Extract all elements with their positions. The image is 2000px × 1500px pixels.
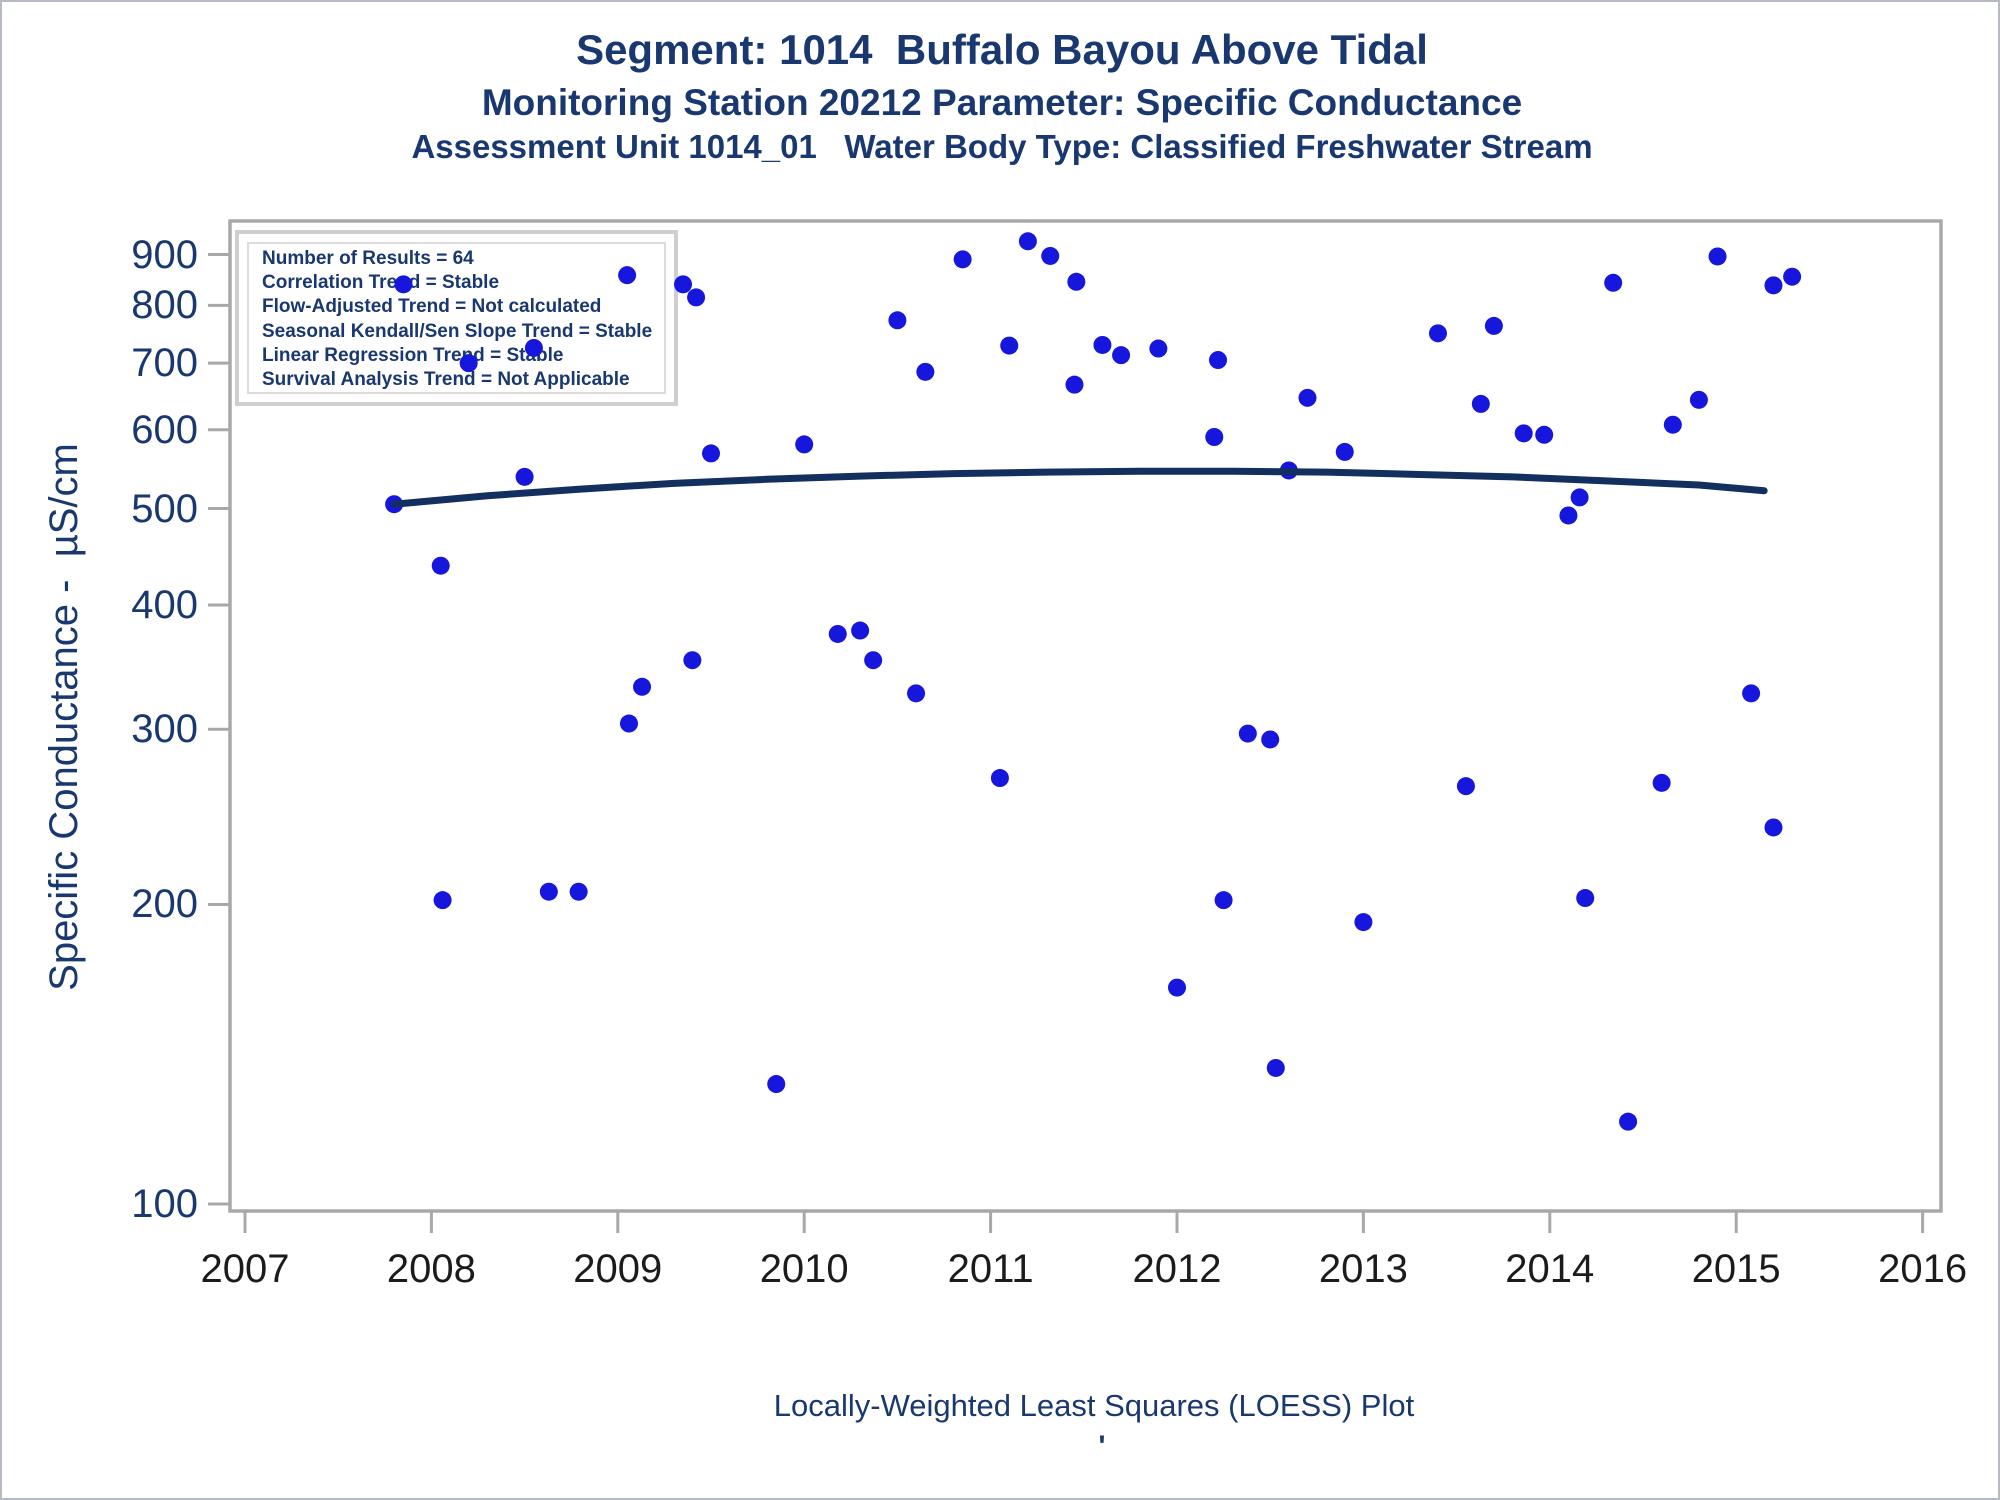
scatter-point xyxy=(990,769,1009,788)
scatter-point xyxy=(1663,415,1682,434)
stats-box-line: Survival Analysis Trend = Not Applicable xyxy=(262,369,630,391)
scatter-point xyxy=(1279,461,1298,480)
scatter-point xyxy=(433,891,452,910)
y-axis-tick-label: 100 xyxy=(131,1182,198,1226)
scatter-point xyxy=(1018,232,1037,251)
stats-box-line: Correlation Trend = Stable xyxy=(262,272,500,294)
scatter-point xyxy=(1041,246,1060,265)
scatter-point xyxy=(1335,442,1354,461)
scatter-point xyxy=(1428,324,1447,343)
scatter-point xyxy=(1209,351,1228,370)
scatter-point xyxy=(1783,267,1802,286)
scatter-point xyxy=(515,467,534,486)
scatter-point xyxy=(1764,276,1783,295)
scatter-point xyxy=(1471,394,1490,413)
scatter-point xyxy=(431,556,450,575)
x-axis-tick-label: 2009 xyxy=(573,1247,663,1291)
scatter-point xyxy=(1298,388,1317,407)
chart-caption: Locally-Weighted Least Squares (LOESS) P… xyxy=(773,1388,1415,1423)
scatter-point xyxy=(1266,1058,1285,1077)
scatter-point xyxy=(1652,773,1671,792)
y-axis-tick-label: 200 xyxy=(131,882,198,927)
scatter-point xyxy=(619,714,638,733)
scatter-point xyxy=(916,362,935,381)
scatter-point xyxy=(1689,390,1708,409)
scatter-point xyxy=(1484,316,1503,335)
y-axis-title: Specific Conductance - µS/cm xyxy=(42,443,86,991)
scatter-point xyxy=(1559,506,1578,525)
scatter-point xyxy=(1261,730,1280,749)
stats-box-line: Number of Results = 64 xyxy=(262,248,474,269)
scatter-point xyxy=(1205,428,1224,447)
scatter-point xyxy=(1535,425,1554,444)
stats-box-line: Flow-Adjusted Trend = Not calculated xyxy=(262,296,602,318)
x-axis-tick-label: 2008 xyxy=(386,1247,476,1291)
scatter-point xyxy=(864,651,883,670)
scatter-point xyxy=(702,444,720,463)
scatter-point xyxy=(1742,684,1761,703)
scatter-point xyxy=(1067,272,1086,291)
x-axis-tick-label: 2012 xyxy=(1132,1247,1222,1291)
x-axis-tick-label: 2015 xyxy=(1691,1247,1781,1291)
scatter-point xyxy=(828,624,847,643)
scatter-point xyxy=(1619,1112,1638,1131)
scatter-point xyxy=(1238,724,1257,743)
scatter-point xyxy=(1112,346,1131,365)
scatter-point xyxy=(1065,375,1084,394)
y-axis-tick-label: 500 xyxy=(131,486,198,531)
scatter-point xyxy=(569,882,588,901)
stats-box-lines: Number of Results = 64 Correlation Trend … xyxy=(247,242,666,394)
scatter-point xyxy=(1149,339,1168,358)
x-axis-tick-label: 2007 xyxy=(200,1247,290,1291)
scatter-point xyxy=(767,1075,786,1094)
x-axis-tick-label: 2016 xyxy=(1878,1247,1968,1291)
scatter-point xyxy=(1214,891,1233,910)
stats-box-line: Linear Regression Trend = Stable xyxy=(262,344,564,366)
chart-title-line-2: Monitoring Station 20212 Parameter: Spec… xyxy=(481,82,1523,123)
scatter-point xyxy=(633,677,652,696)
x-axis-tick-label: 2013 xyxy=(1318,1247,1408,1291)
x-axis-tick-label: 2014 xyxy=(1505,1247,1595,1291)
scatter-point xyxy=(385,495,404,514)
y-axis-tick-label: 300 xyxy=(131,707,198,752)
y-axis-tick-label: 900 xyxy=(131,232,198,277)
chart-title-line-3: Assessment Unit 1014_01 Water Body Type:… xyxy=(411,128,1593,165)
scatter-point xyxy=(1570,488,1589,507)
x-axis-tick-label: 2011 xyxy=(947,1247,1034,1291)
scatter-point xyxy=(1354,913,1373,932)
scatter-point xyxy=(539,882,558,901)
scatter-point xyxy=(1576,889,1595,908)
scatter-point xyxy=(795,435,814,454)
scatter-point xyxy=(888,311,907,330)
scatter-point xyxy=(953,250,972,269)
y-axis-tick-label: 800 xyxy=(131,283,198,328)
y-axis-tick-label: 600 xyxy=(131,407,198,452)
scatter-point xyxy=(1604,273,1623,292)
scatter-point xyxy=(1168,978,1186,997)
scatter-point xyxy=(1708,247,1727,266)
stats-box: Number of Results = 64 Correlation Trend … xyxy=(235,230,678,406)
chart-title-line-1: Segment: 1014 Buffalo Bayou Above Tidal xyxy=(576,26,1428,73)
scatter-point xyxy=(1514,424,1533,443)
footnote-mark: ' xyxy=(1098,1430,1106,1463)
scatter-point xyxy=(907,684,926,703)
loess-trend-line xyxy=(390,467,1768,508)
x-axis-tick-label: 2010 xyxy=(759,1247,849,1291)
scatter-point xyxy=(687,288,706,307)
scatter-point xyxy=(683,651,702,670)
y-axis-tick-label: 700 xyxy=(131,341,198,386)
scatter-point xyxy=(1093,335,1112,354)
y-axis-tick-label: 400 xyxy=(131,582,198,627)
scatter-point xyxy=(851,621,870,640)
scatter-point xyxy=(1000,336,1019,355)
stats-box-line: Seasonal Kendall/Sen Slope Trend = Stabl… xyxy=(262,320,653,342)
scatter-point xyxy=(1764,818,1783,837)
scatter-point xyxy=(1456,777,1475,796)
